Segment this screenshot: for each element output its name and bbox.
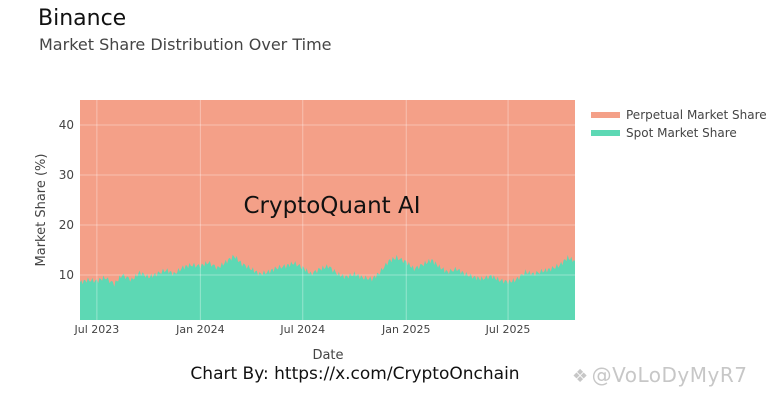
y-axis-label: Market Share (%) [34, 154, 49, 267]
plot-area [80, 100, 575, 320]
chart-subtitle: Market Share Distribution Over Time [39, 35, 332, 54]
legend-label: Spot Market Share [626, 126, 737, 140]
chart-title: Binance [38, 6, 127, 31]
y-tick-label: 30 [59, 168, 74, 182]
y-axis-ticks: 10 20 30 40 [59, 118, 74, 282]
y-tick-label: 20 [59, 218, 74, 232]
y-tick-label: 40 [59, 118, 74, 132]
x-tick-label: Jan 2025 [381, 323, 430, 336]
x-tick-label: Jan 2024 [175, 323, 224, 336]
x-tick-label: Jul 2023 [73, 323, 119, 336]
watermark-text: @VoLoDyMyR7 [591, 363, 748, 387]
grid [80, 100, 575, 320]
legend-label: Perpetual Market Share [626, 108, 767, 122]
legend: Perpetual Market Share Spot Market Share [591, 108, 767, 140]
perpetual-area [80, 100, 575, 320]
x-axis-label: Date [312, 348, 343, 363]
watermark: ❖ @VoLoDyMyR7 [572, 363, 747, 387]
binance-logo-icon: ❖ [572, 366, 589, 387]
chart-credit: Chart By: https://x.com/CryptoOnchain [190, 364, 520, 384]
x-axis-ticks: Jul 2023 Jan 2024 Jul 2024 Jan 2025 Jul 2025 [73, 323, 530, 336]
y-tick-label: 10 [59, 268, 74, 282]
x-tick-label: Jul 2024 [279, 323, 325, 336]
spot-area [80, 254, 575, 320]
plot-annotation: CryptoQuant AI [243, 193, 420, 219]
x-tick-label: Jul 2025 [485, 323, 531, 336]
